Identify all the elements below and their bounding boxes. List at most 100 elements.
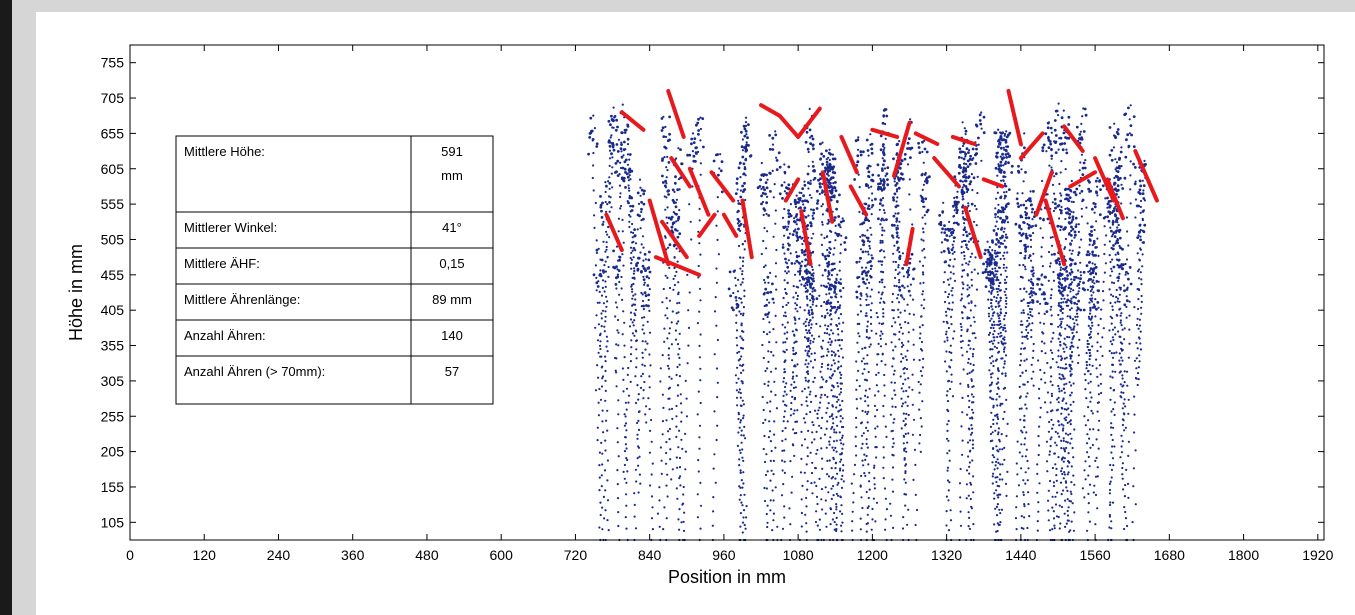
- data-point: [641, 372, 645, 375]
- data-point: [1063, 297, 1066, 300]
- data-point: [1030, 329, 1033, 332]
- data-point: [1093, 263, 1097, 266]
- data-point: [1066, 509, 1069, 513]
- data-point: [1003, 327, 1007, 330]
- data-point: [909, 294, 912, 297]
- data-point: [807, 280, 811, 283]
- data-point: [1016, 440, 1019, 443]
- data-point: [698, 207, 701, 210]
- data-point: [943, 238, 947, 241]
- data-point: [1126, 524, 1129, 528]
- data-point: [996, 377, 1000, 380]
- data-point: [919, 450, 922, 453]
- data-point: [1057, 277, 1060, 280]
- data-point: [767, 436, 771, 439]
- data-point: [1003, 197, 1006, 200]
- data-point: [1067, 115, 1071, 119]
- data-point: [826, 332, 829, 335]
- data-point: [866, 354, 869, 357]
- data-point: [800, 430, 803, 433]
- data-point: [1122, 402, 1125, 405]
- data-point: [1024, 170, 1027, 174]
- data-point: [762, 421, 765, 425]
- data-point: [681, 502, 685, 505]
- data-point: [991, 278, 995, 282]
- data-point: [904, 432, 907, 435]
- data-point: [832, 422, 835, 425]
- data-point: [836, 494, 840, 497]
- data-point: [678, 456, 682, 460]
- data-point: [678, 356, 681, 359]
- data-point: [832, 485, 835, 488]
- data-point: [828, 292, 831, 295]
- data-point: [739, 312, 743, 315]
- data-point: [1073, 190, 1077, 194]
- data-point: [971, 352, 975, 356]
- data-point: [1110, 149, 1114, 152]
- data-point: [677, 311, 680, 314]
- data-point: [812, 298, 815, 301]
- data-point: [902, 382, 905, 385]
- data-point: [1027, 491, 1030, 494]
- data-point: [1059, 199, 1063, 203]
- data-point: [967, 302, 970, 305]
- data-point: [997, 417, 1000, 421]
- data-point: [884, 343, 888, 346]
- data-point: [1029, 199, 1032, 203]
- data-point: [630, 339, 633, 342]
- data-point: [798, 279, 801, 282]
- data-point: [633, 492, 636, 495]
- data-point: [637, 398, 640, 401]
- data-point: [923, 205, 926, 208]
- data-point: [835, 516, 838, 519]
- data-point: [1029, 296, 1032, 299]
- data-point: [963, 257, 966, 260]
- data-point: [1030, 278, 1033, 281]
- data-point: [922, 239, 925, 242]
- data-point: [699, 116, 702, 119]
- data-point: [833, 247, 836, 250]
- data-point: [645, 275, 649, 279]
- data-point: [1124, 426, 1127, 429]
- data-point: [1017, 171, 1021, 174]
- data-point: [1142, 241, 1145, 244]
- data-point: [1019, 374, 1022, 378]
- data-point: [942, 201, 945, 204]
- data-point: [994, 464, 997, 467]
- data-point: [841, 447, 844, 450]
- data-point: [1067, 506, 1070, 509]
- data-point: [1091, 250, 1094, 254]
- data-point: [1111, 233, 1114, 236]
- data-point: [633, 503, 636, 506]
- data-point: [882, 183, 885, 186]
- data-point: [698, 344, 701, 347]
- data-point: [681, 447, 684, 450]
- data-point: [865, 530, 868, 533]
- data-point: [666, 495, 669, 498]
- data-point: [740, 501, 743, 504]
- data-point: [618, 184, 622, 187]
- data-point: [741, 486, 744, 489]
- data-point: [662, 406, 665, 409]
- data-point: [914, 493, 917, 496]
- data-point: [1024, 245, 1028, 249]
- data-point: [1078, 192, 1082, 195]
- data-point: [611, 156, 614, 159]
- data-point: [960, 293, 963, 296]
- data-point: [1058, 376, 1061, 379]
- data-point: [636, 437, 639, 440]
- data-point: [677, 215, 681, 219]
- data-point: [811, 137, 815, 141]
- data-point: [634, 249, 637, 252]
- data-point: [619, 161, 622, 164]
- data-point: [870, 316, 873, 319]
- data-point: [1058, 373, 1061, 376]
- data-point: [963, 222, 966, 225]
- data-point: [897, 204, 900, 207]
- data-point: [955, 195, 959, 199]
- data-point: [762, 356, 765, 360]
- data-point: [621, 166, 625, 170]
- data-point: [765, 212, 768, 216]
- data-point: [840, 365, 843, 368]
- data-point: [829, 229, 832, 232]
